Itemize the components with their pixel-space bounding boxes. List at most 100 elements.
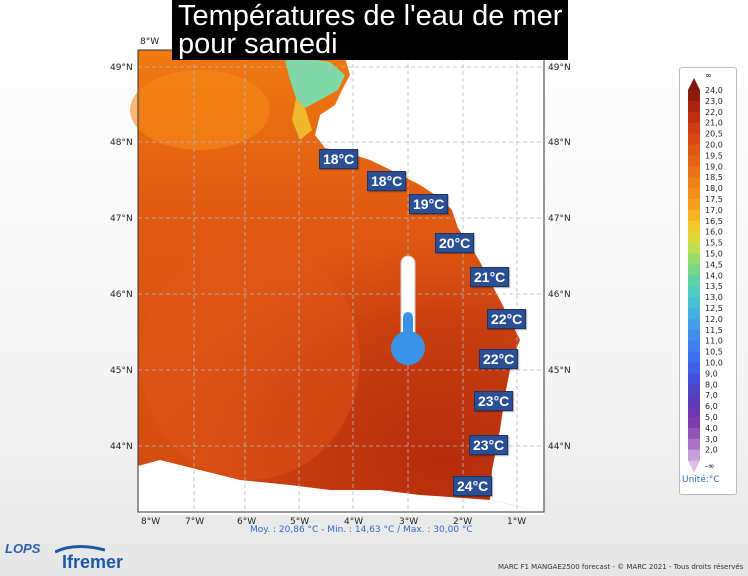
legend-swatch xyxy=(688,297,700,309)
lat-label: 48°N xyxy=(110,138,133,148)
legend-swatch xyxy=(688,253,700,265)
legend-swatch xyxy=(688,318,700,331)
legend-swatch xyxy=(688,177,700,189)
legend-tick-label: 23,0 xyxy=(705,97,723,106)
legend-swatch xyxy=(688,427,700,440)
lat-label: 44°N xyxy=(110,442,133,452)
lon-label: 4°W xyxy=(344,517,363,527)
legend-swatch xyxy=(688,264,700,276)
land-spain xyxy=(138,460,544,515)
legend-swatch xyxy=(688,100,700,113)
legend-bottom-arrow xyxy=(688,460,700,473)
legend-tick-label: 19,5 xyxy=(705,151,723,160)
lat-label: 44°N xyxy=(548,442,571,452)
legend-swatch xyxy=(688,188,700,200)
temperature-label: 18°C xyxy=(319,149,359,169)
legend-swatch xyxy=(688,122,700,135)
legend-swatch xyxy=(688,351,700,363)
legend-tick-label: 24,0 xyxy=(705,86,723,95)
legend-unit: Unité:°C xyxy=(682,475,720,485)
coastal-yellow-band xyxy=(292,98,312,140)
legend-tick-label: 15,5 xyxy=(705,239,723,248)
lat-label: 49°N xyxy=(548,63,571,73)
lat-label: 49°N xyxy=(110,63,133,73)
legend-swatch xyxy=(688,384,700,396)
legend-swatch xyxy=(688,90,700,102)
legend-tick-label: 2,0 xyxy=(705,446,718,455)
legend-tick-label: 21,0 xyxy=(705,119,723,128)
graticule xyxy=(138,50,544,512)
ifremer-logo: Ifremer xyxy=(62,552,124,572)
legend-swatch xyxy=(688,417,700,429)
legend-swatch xyxy=(688,308,700,320)
legend-tick-label: 17,0 xyxy=(705,206,723,215)
ifremer-logo-icon xyxy=(54,541,106,554)
legend-tick-label: 14,0 xyxy=(705,271,723,280)
northwest-cool-patch xyxy=(130,70,270,150)
legend-tick-label: 9,0 xyxy=(705,369,718,378)
legend-swatch xyxy=(688,438,700,451)
lat-label: 48°N xyxy=(548,138,571,148)
legend-tick-label: 22,0 xyxy=(705,108,723,117)
legend-tick-label: 5,0 xyxy=(705,413,718,422)
temperature-label: 19°C xyxy=(409,194,449,214)
right-lat-labels: 49°N 48°N 47°N 46°N 45°N 44°N xyxy=(548,63,571,452)
legend-tick-label: 13,0 xyxy=(705,293,723,302)
legend-tick-label: 14,5 xyxy=(705,260,723,269)
legend-swatch xyxy=(688,395,700,407)
legend-tick-label: 13,5 xyxy=(705,282,723,291)
legend-tick-label: 15,0 xyxy=(705,250,723,259)
temperature-label: 22°C xyxy=(487,309,527,329)
legend-swatch xyxy=(688,199,700,211)
color-legend: 24,0 23,0 22,0 21,0 20,5 20,0 19,5 19,0 18,5 18,0… xyxy=(679,67,737,495)
legend-swatch xyxy=(688,111,700,124)
temperature-label: 23°C xyxy=(474,391,514,411)
legend-swatch xyxy=(688,231,700,244)
legend-swatch xyxy=(688,220,700,233)
temperature-label: 23°C xyxy=(469,435,509,455)
legend-tick-label: 11,5 xyxy=(705,326,723,335)
land-france xyxy=(315,58,544,512)
lon-label: 7°W xyxy=(185,517,204,527)
temperature-label: 24°C xyxy=(453,476,493,496)
legend-tick-label: 18,0 xyxy=(705,184,723,193)
legend-top-symbol: ∞ xyxy=(705,71,712,80)
legend-tick-label: 12,5 xyxy=(705,304,723,313)
legend-swatch xyxy=(688,166,700,178)
legend-swatch xyxy=(688,209,700,222)
legend-tick-label: 6,0 xyxy=(705,402,718,411)
legend-tick-label: 16,5 xyxy=(705,217,723,226)
legend-tick-label: 10,5 xyxy=(705,348,723,357)
lon-label: 8°W xyxy=(141,517,160,527)
lat-label: 46°N xyxy=(110,290,133,300)
legend-swatch xyxy=(688,155,700,167)
lon-label: 6°W xyxy=(237,517,256,527)
legend-swatch xyxy=(688,340,700,353)
lat-label: 47°N xyxy=(548,214,571,224)
legend-tick-label: 16,0 xyxy=(705,228,723,237)
lat-label: 47°N xyxy=(110,214,133,224)
top-lon-label: 8°W xyxy=(140,37,159,47)
legend-swatch xyxy=(688,449,700,462)
legend-tick-label: 10,0 xyxy=(705,359,723,368)
legend-tick-label: 3,0 xyxy=(705,435,718,444)
legend-tick-label: 7,0 xyxy=(705,391,718,400)
legend-bottom-symbol: -∞ xyxy=(705,462,715,471)
legend-top-arrow xyxy=(688,78,700,90)
legend-swatch xyxy=(688,329,700,342)
legend-swatch xyxy=(688,144,700,156)
map-title: Températures de l'eau de mer pour samedi xyxy=(172,0,568,60)
legend-tick-label: 20,0 xyxy=(705,141,723,150)
lon-label: 5°W xyxy=(290,517,309,527)
lat-label: 45°N xyxy=(548,366,571,376)
legend-swatch xyxy=(688,242,700,254)
cool-eddy xyxy=(140,240,360,480)
legend-tick-label: 4,0 xyxy=(705,424,718,433)
legend-swatch xyxy=(688,286,700,298)
temperature-label: 21°C xyxy=(470,267,510,287)
legend-swatch xyxy=(688,406,700,418)
lon-label: 3°W xyxy=(399,517,418,527)
legend-tick-label: 19,0 xyxy=(705,162,723,171)
lat-label: 46°N xyxy=(548,290,571,300)
